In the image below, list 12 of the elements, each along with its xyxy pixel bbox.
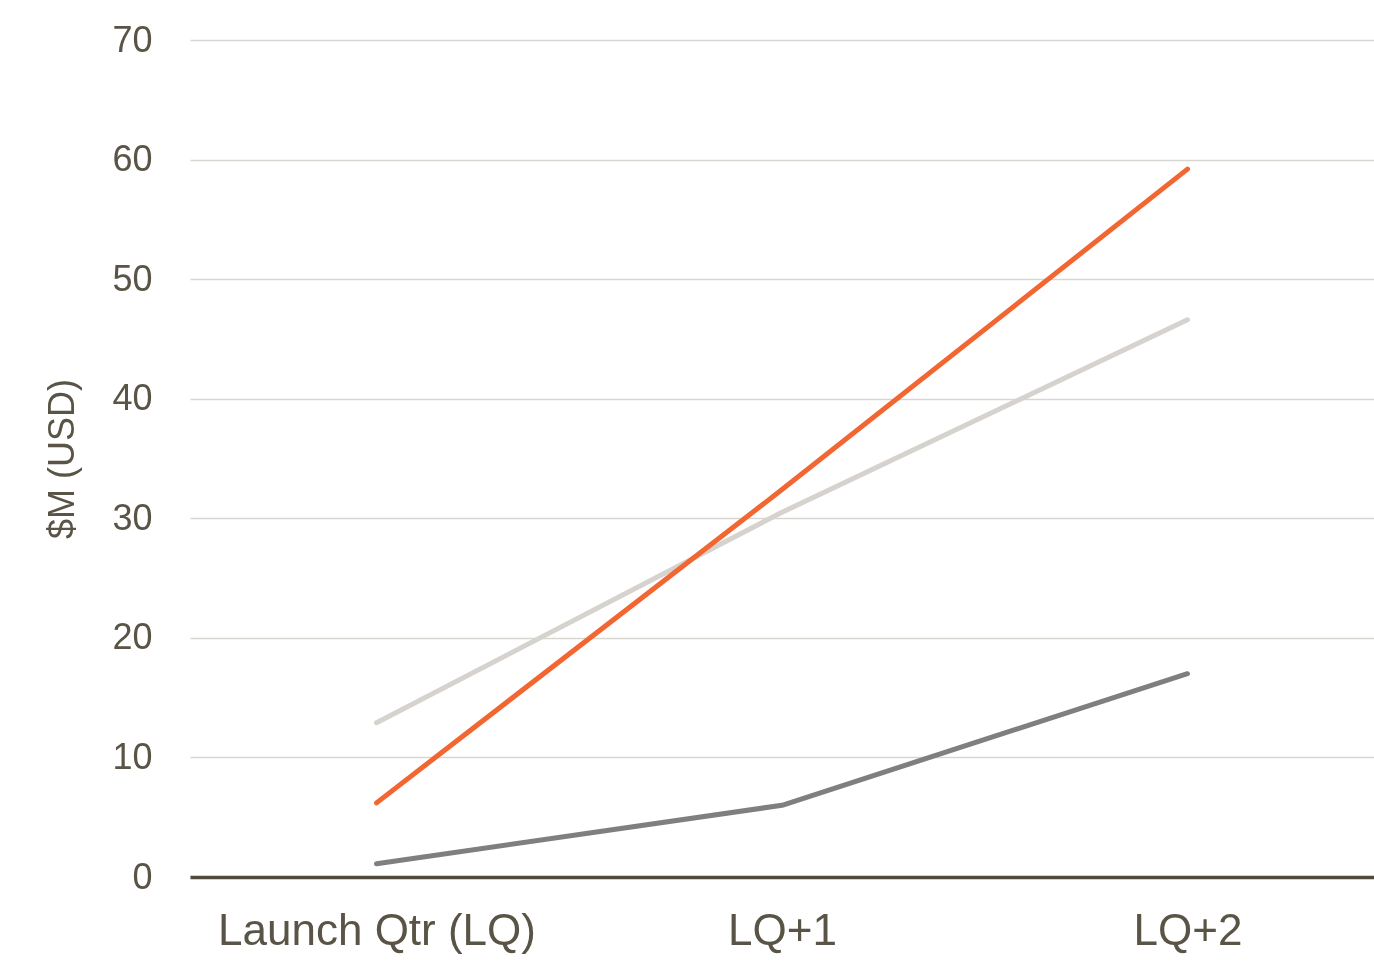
y-axis-title: $M (USD) <box>41 379 83 539</box>
x-tick-label: Launch Qtr (LQ) <box>218 904 536 954</box>
y-tick-label: 40 <box>112 377 153 419</box>
y-tick-label: 30 <box>112 496 153 538</box>
y-tick-label: 60 <box>112 138 153 180</box>
x-tick-label: LQ+1 <box>728 904 837 954</box>
y-tick-label: 20 <box>112 616 153 658</box>
y-tick-label: 0 <box>132 855 153 897</box>
x-tick-label: LQ+2 <box>1133 904 1243 954</box>
y-tick-label: 70 <box>112 18 153 60</box>
y-tick-label: 50 <box>112 257 153 299</box>
y-tick-label: 10 <box>112 735 153 777</box>
